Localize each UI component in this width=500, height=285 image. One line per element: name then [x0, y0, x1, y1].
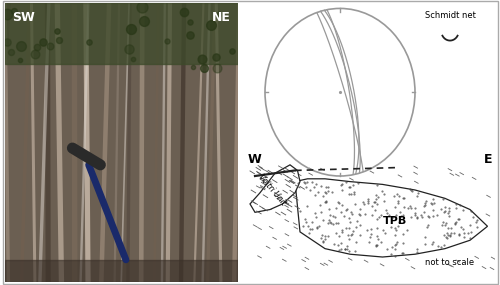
- Text: W: W: [248, 153, 261, 166]
- Text: TPB: TPB: [383, 216, 407, 226]
- Text: NE: NE: [212, 11, 231, 24]
- Bar: [5, 3, 237, 64]
- Text: not to scale: not to scale: [426, 258, 474, 267]
- Polygon shape: [295, 179, 488, 257]
- Text: E: E: [484, 153, 492, 166]
- Text: Schmidt net: Schmidt net: [424, 11, 476, 20]
- Text: N: N: [334, 0, 346, 1]
- Polygon shape: [250, 165, 300, 212]
- Text: SW: SW: [12, 11, 34, 24]
- Text: Voltri Unit: Voltri Unit: [257, 173, 288, 207]
- Bar: [5, 260, 237, 282]
- Text: N = 4: N = 4: [343, 190, 377, 200]
